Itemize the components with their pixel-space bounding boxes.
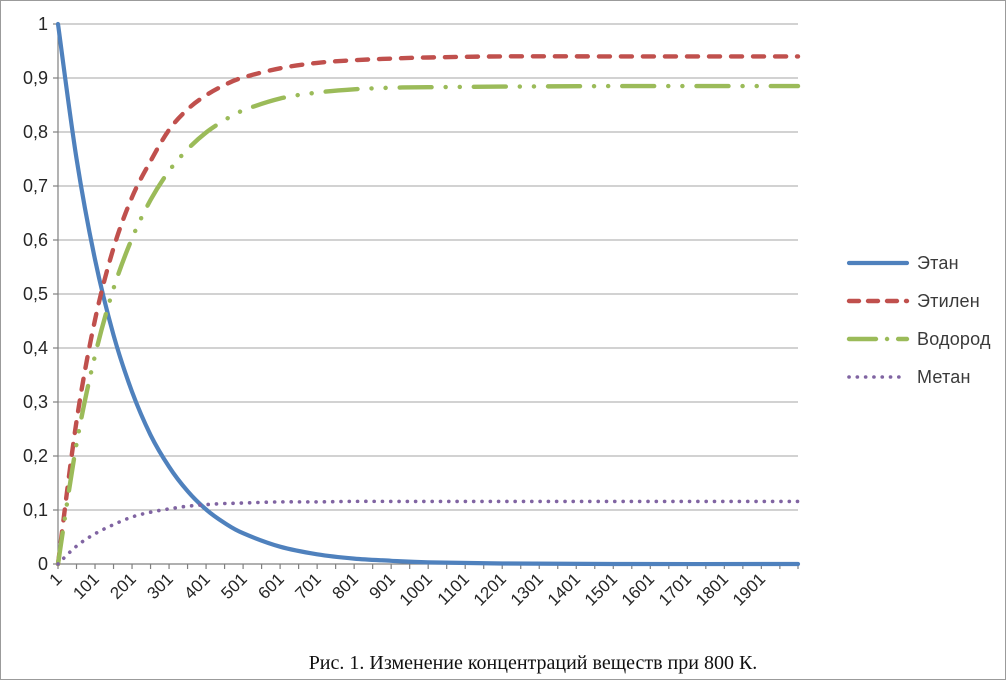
series-line-hydrogen (55, 83, 801, 567)
y-tick-label: 0,3 (23, 392, 48, 412)
legend-label-methane: Метан (917, 366, 971, 387)
x-tick-label: 1601 (618, 569, 658, 609)
x-tick-label: 1701 (655, 569, 695, 609)
y-tick-label: 1 (38, 14, 48, 34)
x-tick-label: 201 (106, 569, 139, 602)
y-tick-label: 0,8 (23, 122, 48, 142)
series-line-methane (56, 499, 800, 566)
axes (53, 23, 799, 569)
legend-swatch-ethane (846, 260, 910, 266)
x-tick-label: 1501 (581, 569, 621, 609)
legend-item-ethane: Этан (846, 244, 991, 282)
x-tick-label: 1101 (434, 569, 473, 608)
x-tick-label: 401 (180, 569, 213, 602)
y-tick-label: 0,1 (23, 500, 48, 520)
x-tick-label: 1301 (507, 569, 547, 609)
legend-item-methane: Метан (846, 358, 991, 396)
legend-item-hydrogen: Водород (846, 320, 991, 358)
legend-swatch-hydrogen (846, 336, 910, 342)
y-tick-label: 0 (38, 554, 48, 574)
x-tick-label: 501 (217, 569, 250, 602)
legend: Этан Этилен Водород Метан (846, 244, 991, 396)
y-tick-label: 0,7 (23, 176, 48, 196)
x-tick-label: 901 (365, 569, 398, 602)
y-tick-label: 0,5 (23, 284, 48, 304)
chart-svg: 00,10,20,30,40,50,60,70,80,911 101 201 301 4… (23, 14, 801, 610)
legend-label-hydrogen: Водород (917, 328, 991, 349)
legend-label-ethane: Этан (917, 252, 959, 273)
y-tick-labels: 0 0,1 0,2 0,3 0,4 0,5 0,6 0,7 0,8 0,9 1 (23, 14, 48, 574)
x-tick-label: 101 (69, 569, 102, 602)
gridlines (58, 23, 798, 511)
x-tick-label: 1401 (544, 569, 584, 609)
figure-caption: Рис. 1. Изменение концентраций веществ п… (308, 652, 758, 674)
x-tick-label: 801 (328, 569, 361, 602)
x-tick-labels: 1 101 201 301 401 501 601 701 801 901100111011201… (46, 569, 769, 609)
x-tick-label: 1801 (692, 569, 732, 609)
x-tick-label: 301 (143, 569, 176, 602)
series-line-ethylene (55, 54, 801, 567)
legend-swatch-ethylene (846, 298, 910, 304)
y-tick-label: 0,9 (23, 68, 48, 88)
legend-label-ethylene: Этилен (917, 290, 980, 311)
x-tick-label: 1 (46, 569, 66, 589)
y-tick-label: 0,6 (23, 230, 48, 250)
x-tick-label: 1001 (396, 569, 436, 609)
x-tick-label: 1901 (729, 569, 769, 609)
x-tick-label: 601 (254, 569, 287, 602)
legend-item-ethylene: Этилен (846, 282, 991, 320)
x-tick-label: 701 (291, 569, 324, 602)
y-tick-label: 0,2 (23, 446, 48, 466)
series-curves (55, 21, 801, 567)
series-line-ethane (55, 21, 801, 567)
y-tick-label: 0,4 (23, 338, 48, 358)
x-tick-label: 1201 (470, 569, 510, 609)
legend-swatch-methane (847, 375, 909, 379)
